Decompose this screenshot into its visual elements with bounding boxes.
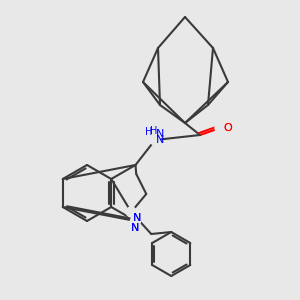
Circle shape	[126, 207, 136, 217]
Text: O: O	[223, 123, 232, 133]
Circle shape	[130, 216, 140, 226]
Text: N: N	[156, 135, 164, 145]
Text: N: N	[131, 223, 140, 233]
Text: N: N	[133, 213, 142, 223]
Text: N: N	[156, 129, 164, 139]
Text: H: H	[150, 126, 158, 136]
Text: O: O	[223, 123, 232, 133]
Text: H: H	[145, 127, 152, 137]
Text: N: N	[131, 223, 140, 233]
Circle shape	[150, 135, 160, 145]
Text: N: N	[133, 213, 142, 223]
Circle shape	[215, 123, 225, 133]
